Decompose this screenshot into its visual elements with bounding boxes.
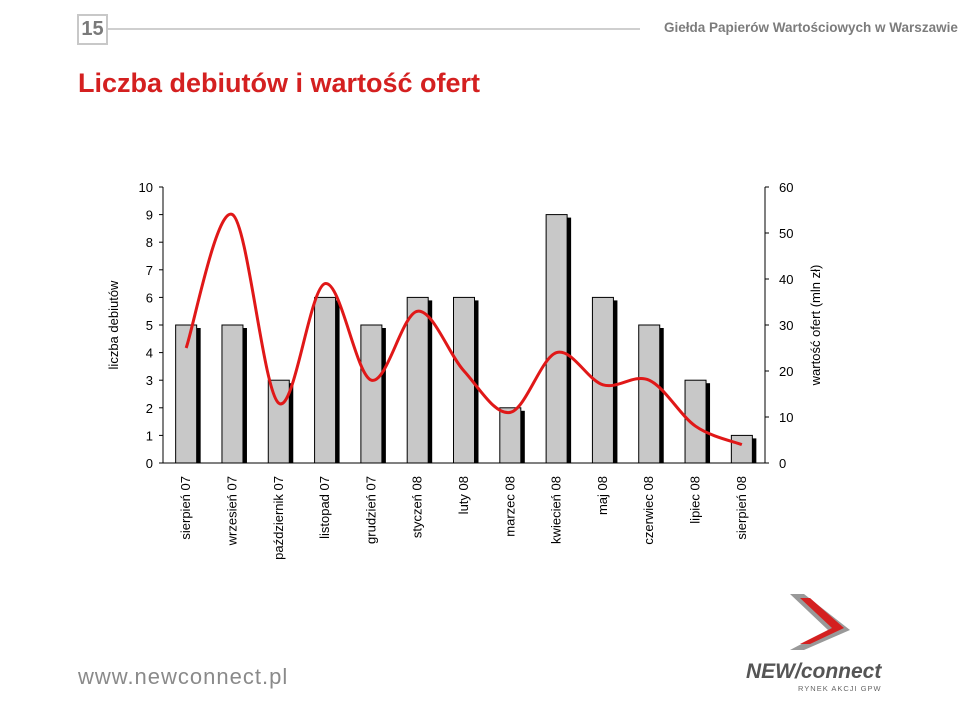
x-tick-label: grudzień 07 [363,476,378,544]
bar [730,434,753,464]
series-line [184,213,743,447]
y-tick-label-left: 9 [146,208,153,223]
y-tick-label-left: 0 [146,456,153,471]
y-axis-title-right: wartość ofert (mln zł) [808,265,823,387]
x-tick-label: listopad 07 [317,476,332,539]
bar [499,407,522,464]
y-tick-label-left: 3 [146,373,153,388]
y-tick-label-right: 20 [779,364,793,379]
x-tick-label: kwiecień 08 [549,476,564,544]
logo-subtitle: RYNEK AKCJI GPW [798,684,882,693]
x-tick-label: październik 07 [271,476,286,560]
bar [221,324,244,464]
y-tick-label-left: 6 [146,290,153,305]
bar [406,296,429,464]
x-tick-label: czerwiec 08 [641,476,656,545]
chart: 0 1 2 3 4 5 6 7 8 9 10 0 10 20 30 40 50 60 liczba debiutów… [106,180,823,560]
slide-title: Liczba debiutów i wartość ofert [78,68,481,98]
page-number: 15 [77,14,108,45]
y-tick-label-left: 5 [146,318,153,333]
logo-arrow-icon [790,594,850,650]
y-tick-label-right: 40 [779,272,793,287]
y-tick-label-left: 8 [146,235,153,250]
bar [175,324,198,464]
y-axis-title-left: liczba debiutów [106,280,121,369]
x-tick-label: maj 08 [595,476,610,515]
bar [453,296,475,464]
y-tick-label-left: 1 [146,428,153,443]
bar [545,214,568,464]
bar [267,379,290,464]
bar [684,379,707,464]
bar [360,324,383,464]
x-tick-label: sierpień 07 [178,476,193,540]
footer-url[interactable]: www.newconnect.pl [78,664,289,689]
bar [591,296,614,464]
y-tick-label-left: 10 [139,180,153,195]
y-tick-label-left: 4 [146,346,153,361]
x-tick-label: marzec 08 [502,476,517,537]
x-tick-label: styczeń 08 [410,476,425,538]
header-divider [108,28,640,30]
y-tick-label-left: 2 [146,401,153,416]
bar [638,324,661,464]
y-tick-label-left: 7 [146,263,153,278]
y-tick-label-right: 0 [779,456,786,471]
logo-text: NEW/connect [746,660,882,683]
organization-name: Giełda Papierów Wartościowych w Warszawi… [664,20,958,35]
x-tick-label: sierpień 08 [734,476,749,540]
x-tick-label: wrzesień 07 [224,476,239,546]
y-tick-label-right: 50 [779,226,793,241]
y-tick-label-right: 10 [779,410,793,425]
y-tick-label-right: 60 [779,180,793,195]
newconnect-logo: NEW/connect RYNEK AKCJI GPW [740,590,920,700]
y-tick-label-right: 30 [779,318,793,333]
x-tick-label: luty 08 [456,476,471,514]
x-tick-label: lipiec 08 [688,476,703,524]
bar [314,296,337,464]
